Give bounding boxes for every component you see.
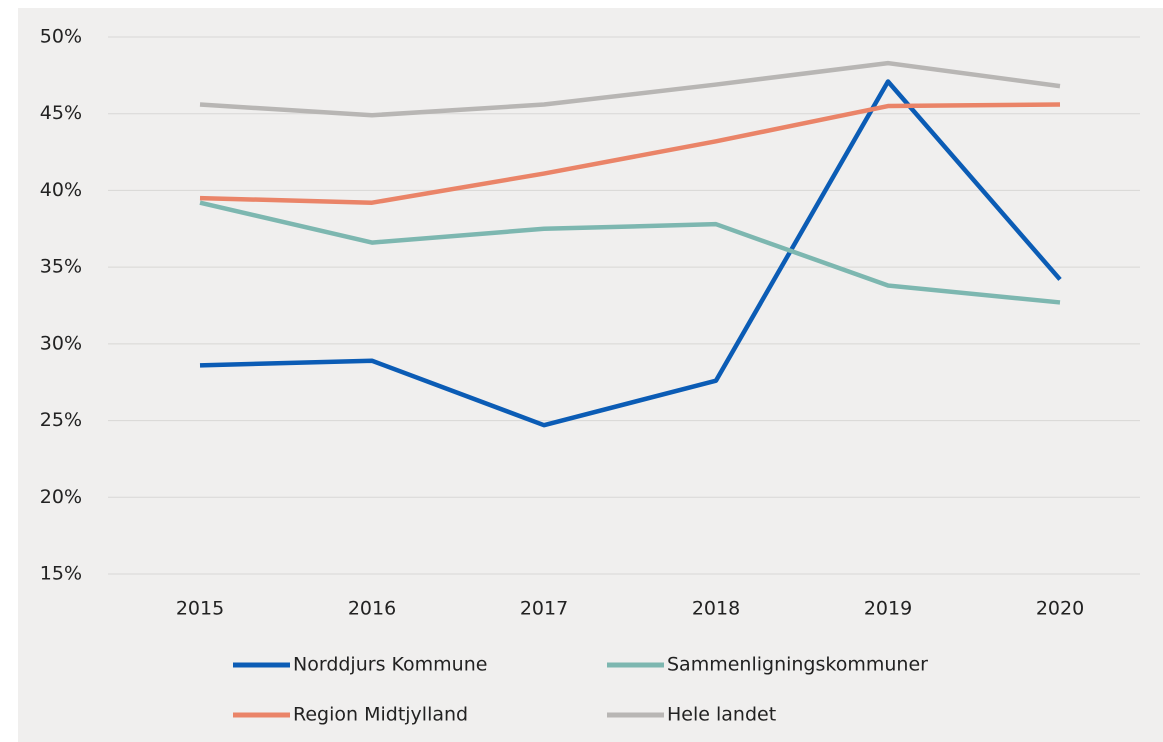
y-tick-label: 45% xyxy=(40,102,82,124)
legend-label: Sammenligningskommuner xyxy=(667,654,928,676)
y-tick-label: 25% xyxy=(40,409,82,431)
y-tick-label: 40% xyxy=(40,179,82,201)
x-tick-label: 2018 xyxy=(692,598,740,620)
legend-label: Norddjurs Kommune xyxy=(293,654,487,676)
legend-label: Hele landet xyxy=(667,704,776,726)
y-tick-label: 50% xyxy=(40,26,82,48)
series-line xyxy=(199,200,1061,305)
x-tick-label: 2019 xyxy=(864,598,912,620)
x-tick-label: 2015 xyxy=(176,598,224,620)
x-tick-label: 2020 xyxy=(1036,598,1084,620)
x-tick-label: 2016 xyxy=(348,598,396,620)
legend-label: Region Midtjylland xyxy=(293,704,468,726)
chart-background xyxy=(18,8,1163,742)
series-line xyxy=(199,60,1061,118)
series-line xyxy=(199,102,1061,205)
y-tick-label: 30% xyxy=(40,332,82,354)
y-tick-label: 20% xyxy=(40,486,82,508)
series-line xyxy=(199,79,1062,428)
y-tick-label: 15% xyxy=(40,563,82,585)
x-tick-label: 2017 xyxy=(520,598,568,620)
y-tick-label: 35% xyxy=(40,256,82,278)
